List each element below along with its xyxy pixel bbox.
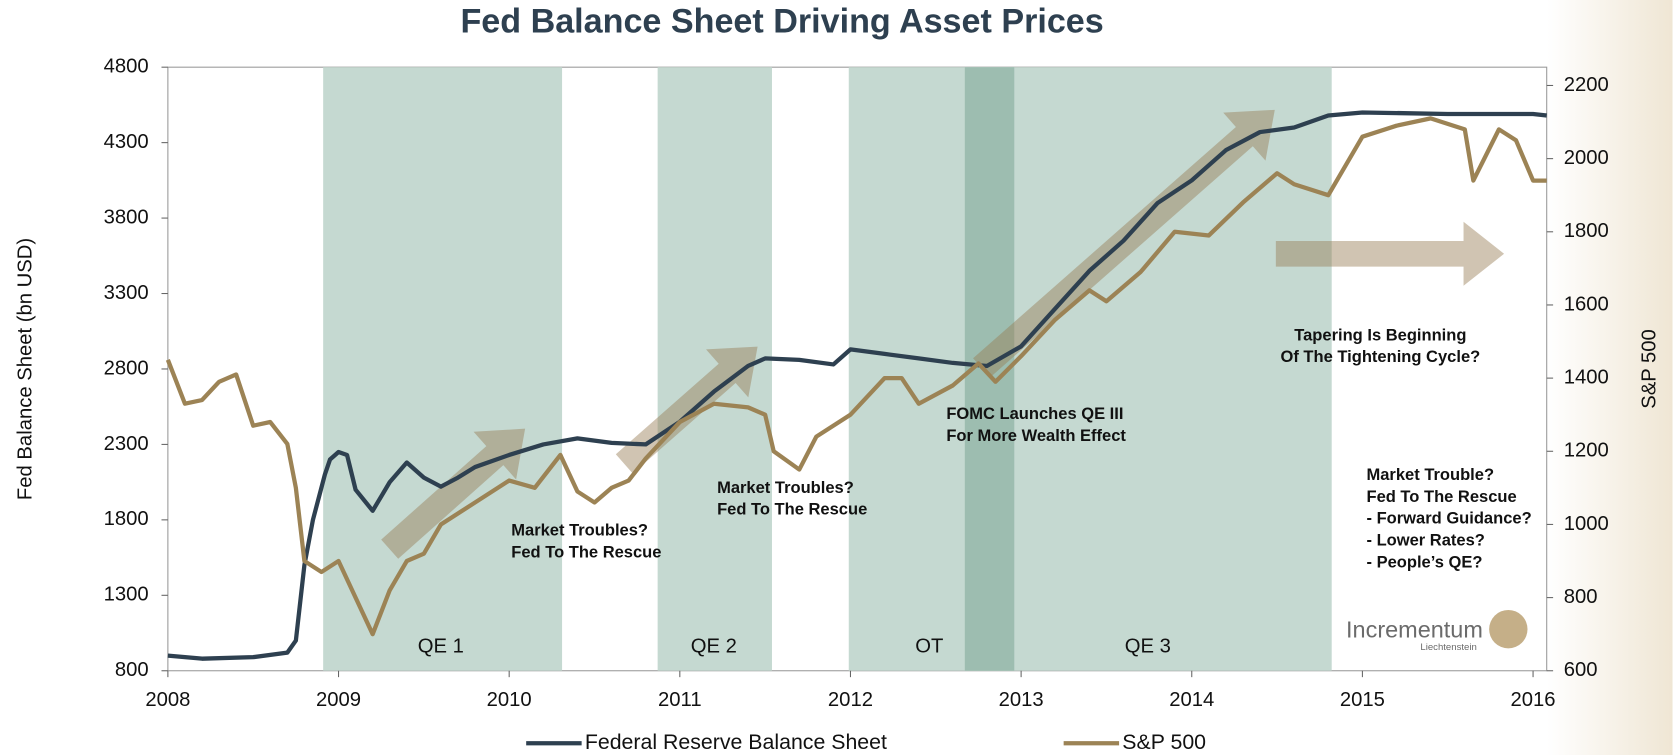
period-band [965, 67, 1332, 671]
chart-title: Fed Balance Sheet Driving Asset Prices [460, 2, 1103, 40]
y2-tick-label: 800 [1564, 586, 1598, 608]
y-tick-label: 1800 [104, 508, 149, 530]
annotation: FOMC Launches QE III [946, 404, 1123, 423]
period-band [323, 67, 562, 671]
annotation: - Lower Rates? [1366, 531, 1484, 550]
annotation: Fed To The Rescue [717, 500, 867, 519]
y2-tick-label: 1600 [1564, 293, 1609, 315]
annotation: Fed To The Rescue [511, 542, 661, 561]
annotation: Market Troubles? [511, 520, 648, 539]
legend-label: S&P 500 [1122, 730, 1206, 754]
y2-tick-label: 1400 [1564, 366, 1609, 388]
x-tick-label: 2009 [316, 689, 361, 711]
y-tick-label: 800 [115, 659, 149, 681]
annotation: Of The Tightening Cycle? [1280, 347, 1480, 366]
period-label: QE 3 [1125, 636, 1171, 658]
x-tick-label: 2014 [1169, 689, 1214, 711]
y2-axis-label: S&P 500 [1639, 329, 1661, 409]
y2-tick-label: 2200 [1564, 74, 1609, 96]
x-tick-label: 2015 [1340, 689, 1385, 711]
chart: Fed Balance Sheet Driving Asset Prices F… [0, 0, 1673, 755]
x-tick-label: 2013 [999, 689, 1044, 711]
period-label: QE 2 [691, 636, 737, 658]
period-label: QE 1 [418, 636, 464, 658]
y2-tick-label: 1200 [1564, 440, 1609, 462]
annotation: For More Wealth Effect [946, 426, 1126, 445]
y2-tick-label: 1800 [1564, 220, 1609, 242]
y-tick-label: 4800 [104, 56, 149, 78]
annotation: - People’s QE? [1366, 552, 1482, 571]
x-tick-label: 2010 [487, 689, 532, 711]
annotation: Tapering Is Beginning [1294, 325, 1466, 344]
y-tick-label: 1300 [104, 584, 149, 606]
y-tick-label: 3300 [104, 282, 149, 304]
y-axis-label: Fed Balance Sheet (bn USD) [14, 238, 36, 500]
legend-label: Federal Reserve Balance Sheet [585, 730, 887, 754]
annotation: Market Trouble? [1366, 465, 1494, 484]
x-tick-label: 2008 [145, 689, 190, 711]
page: {"chart_data":{"type":"line","title":"Fe… [0, 0, 1673, 755]
y2-tick-label: 1000 [1564, 513, 1609, 535]
x-tick-label: 2012 [828, 689, 873, 711]
annotation: Fed To The Rescue [1366, 487, 1516, 506]
y2-tick-label: 2000 [1564, 147, 1609, 169]
y-tick-label: 3800 [104, 206, 149, 228]
y-tick-label: 4300 [104, 131, 149, 153]
x-tick-label: 2011 [658, 689, 702, 711]
y-tick-label: 2800 [104, 357, 149, 379]
logo-name: Incrementum [1346, 617, 1483, 643]
x-tick-label: 2016 [1511, 689, 1556, 711]
annotation: - Forward Guidance? [1366, 509, 1531, 528]
y2-tick-label: 600 [1564, 659, 1598, 681]
annotation: Market Troubles? [717, 478, 854, 497]
period-label: OT [915, 636, 943, 658]
logo-sub: Liechtenstein [1420, 642, 1476, 653]
logo-tree [1489, 610, 1527, 648]
y-tick-label: 2300 [104, 433, 149, 455]
